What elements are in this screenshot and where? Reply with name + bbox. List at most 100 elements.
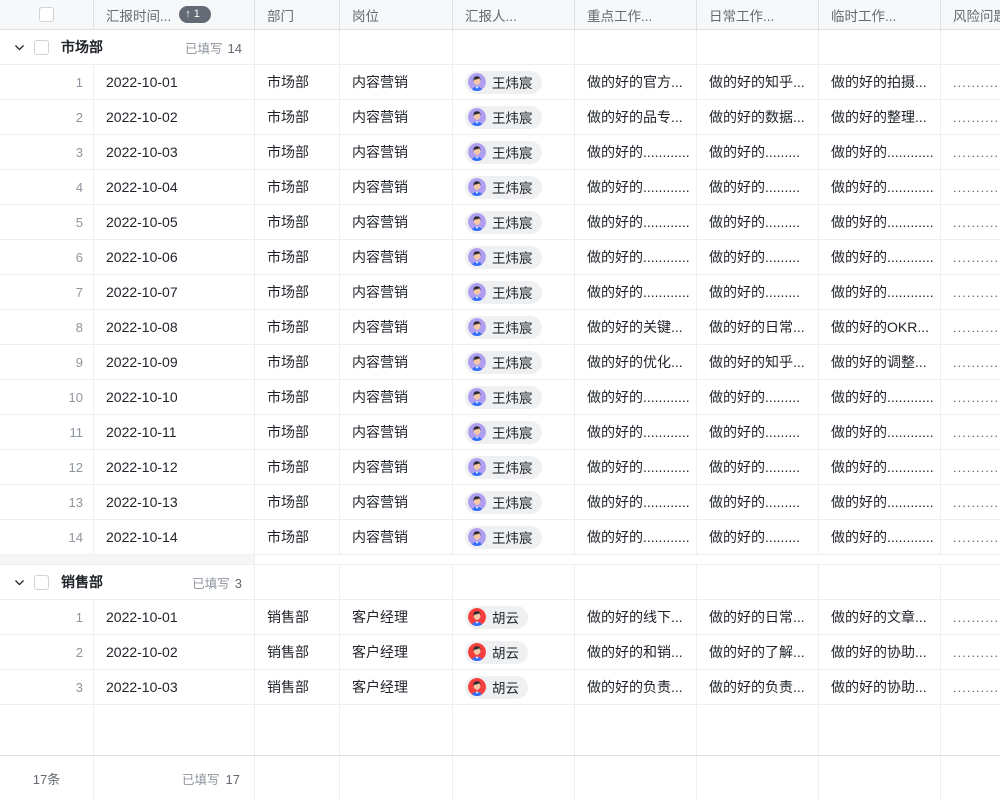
cell-department[interactable]: 市场部 <box>255 415 340 450</box>
group-row-empty-cell[interactable] <box>819 565 941 600</box>
person-chip[interactable]: 王炜宸 <box>465 105 542 129</box>
cell-key-work[interactable]: 做的好的............ <box>575 205 697 240</box>
cell-reporter[interactable]: 王炜宸 <box>453 380 575 415</box>
group-header[interactable]: 销售部 已填写 3 <box>0 565 255 600</box>
column-header-risk[interactable]: 风险问题 <box>941 0 1000 29</box>
group-row-empty-cell[interactable] <box>575 565 697 600</box>
group-row-empty-cell[interactable] <box>697 30 819 65</box>
row-index-cell[interactable]: 4 <box>0 170 94 205</box>
cell-key-work[interactable]: 做的好的负责... <box>575 670 697 705</box>
cell-daily-work[interactable]: 做的好的......... <box>697 205 819 240</box>
cell-department[interactable]: 市场部 <box>255 310 340 345</box>
cell-report-date[interactable]: 2022-10-06 <box>94 240 255 275</box>
cell-reporter[interactable]: 王炜宸 <box>453 100 575 135</box>
cell-risk-issue[interactable]: ............ <box>941 275 1000 310</box>
cell-department[interactable]: 销售部 <box>255 670 340 705</box>
table-row[interactable]: 10 2022-10-10 市场部 内容营销 王炜宸 做的好的............ 做的… <box>0 380 1000 415</box>
cell-report-date[interactable]: 2022-10-10 <box>94 380 255 415</box>
cell-department[interactable]: 市场部 <box>255 380 340 415</box>
cell-report-date[interactable]: 2022-10-03 <box>94 135 255 170</box>
chevron-down-icon[interactable] <box>10 573 28 591</box>
person-chip[interactable]: 王炜宸 <box>465 385 542 409</box>
cell-daily-work[interactable]: 做的好的了解... <box>697 635 819 670</box>
cell-risk-issue[interactable]: ............ <box>941 415 1000 450</box>
cell-key-work[interactable]: 做的好的............ <box>575 415 697 450</box>
cell-risk-issue[interactable]: ............ <box>941 380 1000 415</box>
cell-key-work[interactable]: 做的好的............ <box>575 485 697 520</box>
group-select-checkbox[interactable] <box>34 574 49 590</box>
column-header-dept[interactable]: 部门 <box>255 0 340 29</box>
cell-daily-work[interactable]: 做的好的......... <box>697 450 819 485</box>
column-header-key-work[interactable]: 重点工作... <box>575 0 697 29</box>
cell-daily-work[interactable]: 做的好的知乎... <box>697 65 819 100</box>
column-header-user[interactable]: 汇报人... <box>453 0 575 29</box>
cell-key-work[interactable]: 做的好的............ <box>575 275 697 310</box>
cell-key-work[interactable]: 做的好的和销... <box>575 635 697 670</box>
column-header-daily-work[interactable]: 日常工作... <box>697 0 819 29</box>
cell-reporter[interactable]: 王炜宸 <box>453 415 575 450</box>
group-select-checkbox[interactable] <box>34 39 49 55</box>
cell-temp-work[interactable]: 做的好的............ <box>819 415 941 450</box>
cell-daily-work[interactable]: 做的好的......... <box>697 135 819 170</box>
cell-report-date[interactable]: 2022-10-03 <box>94 670 255 705</box>
group-row-empty-cell[interactable] <box>453 30 575 65</box>
cell-report-date[interactable]: 2022-10-13 <box>94 485 255 520</box>
row-index-cell[interactable]: 1 <box>0 65 94 100</box>
cell-position[interactable]: 内容营销 <box>340 240 453 275</box>
cell-temp-work[interactable]: 做的好的............ <box>819 485 941 520</box>
row-index-cell[interactable]: 7 <box>0 275 94 310</box>
cell-department[interactable]: 市场部 <box>255 100 340 135</box>
person-chip[interactable]: 王炜宸 <box>465 245 542 269</box>
cell-daily-work[interactable]: 做的好的......... <box>697 170 819 205</box>
cell-daily-work[interactable]: 做的好的......... <box>697 485 819 520</box>
row-index-cell[interactable]: 5 <box>0 205 94 240</box>
group-row-empty-cell[interactable] <box>697 565 819 600</box>
cell-key-work[interactable]: 做的好的............ <box>575 240 697 275</box>
cell-position[interactable]: 客户经理 <box>340 635 453 670</box>
cell-department[interactable]: 市场部 <box>255 135 340 170</box>
row-index-cell[interactable]: 8 <box>0 310 94 345</box>
table-row[interactable]: 5 2022-10-05 市场部 内容营销 王炜宸 做的好的............ 做的好… <box>0 205 1000 240</box>
table-row[interactable]: 4 2022-10-04 市场部 内容营销 王炜宸 做的好的............ 做的好… <box>0 170 1000 205</box>
cell-position[interactable]: 客户经理 <box>340 670 453 705</box>
person-chip[interactable]: 王炜宸 <box>465 490 542 514</box>
cell-reporter[interactable]: 王炜宸 <box>453 65 575 100</box>
table-row[interactable]: 8 2022-10-08 市场部 内容营销 王炜宸 做的好的关键... 做的好的日常... 做… <box>0 310 1000 345</box>
group-row-empty-cell[interactable] <box>819 30 941 65</box>
cell-temp-work[interactable]: 做的好的............ <box>819 275 941 310</box>
sort-badge[interactable]: ↑ 1 <box>179 6 212 23</box>
cell-temp-work[interactable]: 做的好的............ <box>819 170 941 205</box>
cell-temp-work[interactable]: 做的好的............ <box>819 380 941 415</box>
cell-daily-work[interactable]: 做的好的......... <box>697 415 819 450</box>
cell-department[interactable]: 市场部 <box>255 205 340 240</box>
person-chip[interactable]: 王炜宸 <box>465 350 542 374</box>
row-index-cell[interactable]: 1 <box>0 600 94 635</box>
cell-risk-issue[interactable]: ............ <box>941 635 1000 670</box>
table-row[interactable]: 3 2022-10-03 市场部 内容营销 王炜宸 做的好的............ 做的好… <box>0 135 1000 170</box>
cell-reporter[interactable]: 王炜宸 <box>453 520 575 555</box>
cell-position[interactable]: 内容营销 <box>340 100 453 135</box>
person-chip[interactable]: 胡云 <box>465 675 528 699</box>
cell-reporter[interactable]: 胡云 <box>453 600 575 635</box>
cell-department[interactable]: 市场部 <box>255 240 340 275</box>
cell-daily-work[interactable]: 做的好的数据... <box>697 100 819 135</box>
cell-position[interactable]: 内容营销 <box>340 205 453 240</box>
cell-daily-work[interactable]: 做的好的负责... <box>697 670 819 705</box>
select-all-checkbox[interactable] <box>39 7 54 22</box>
person-chip[interactable]: 王炜宸 <box>465 70 542 94</box>
person-chip[interactable]: 王炜宸 <box>465 210 542 234</box>
cell-reporter[interactable]: 王炜宸 <box>453 205 575 240</box>
cell-temp-work[interactable]: 做的好的拍摄... <box>819 65 941 100</box>
cell-reporter[interactable]: 王炜宸 <box>453 485 575 520</box>
table-row[interactable]: 2 2022-10-02 销售部 客户经理 胡云 做的好的和销... 做的好的了解... 做的… <box>0 635 1000 670</box>
cell-risk-issue[interactable]: ............ <box>941 670 1000 705</box>
cell-key-work[interactable]: 做的好的............ <box>575 380 697 415</box>
cell-reporter[interactable]: 王炜宸 <box>453 345 575 380</box>
table-row[interactable]: 7 2022-10-07 市场部 内容营销 王炜宸 做的好的............ 做的好… <box>0 275 1000 310</box>
cell-key-work[interactable]: 做的好的............ <box>575 520 697 555</box>
person-chip[interactable]: 王炜宸 <box>465 525 542 549</box>
cell-report-date[interactable]: 2022-10-02 <box>94 100 255 135</box>
cell-position[interactable]: 内容营销 <box>340 310 453 345</box>
cell-key-work[interactable]: 做的好的优化... <box>575 345 697 380</box>
cell-department[interactable]: 市场部 <box>255 520 340 555</box>
